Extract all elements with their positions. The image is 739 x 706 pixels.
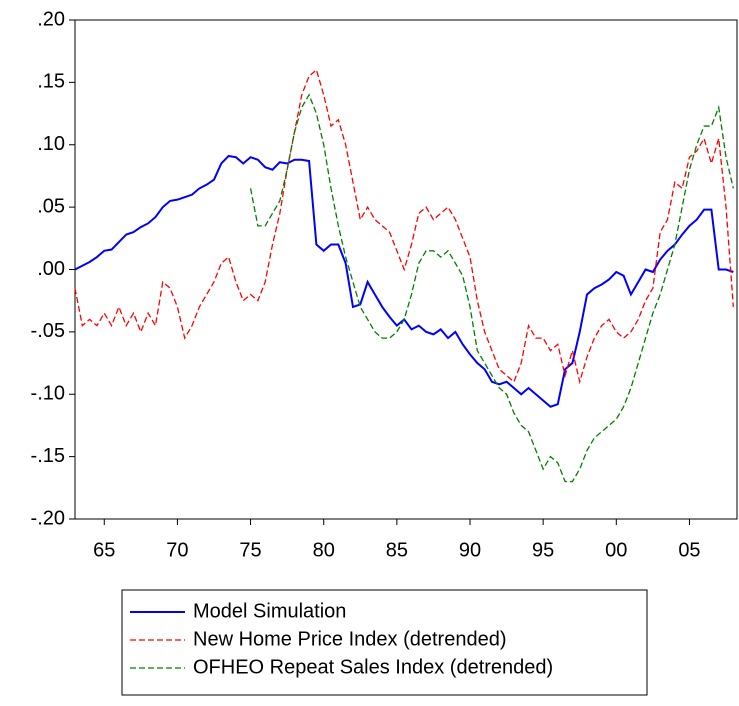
x-tick-label: 80 [313,539,335,561]
series-line [74,68,734,385]
legend-label: OFHEO Repeat Sales Index (detrended) [193,656,553,678]
y-tick-label: .05 [37,195,65,217]
plot-frame [74,19,738,520]
x-tick-label: 95 [532,539,554,561]
x-tick-label: 65 [93,539,115,561]
y-tick-label: -.10 [31,383,65,405]
x-tick-label: 00 [605,539,627,561]
y-tick-label: .10 [37,133,65,155]
y-tick-label: .15 [37,71,65,93]
y-tick-label: -.15 [31,445,65,467]
legend-box [121,589,648,696]
x-tick-label: 05 [678,539,700,561]
x-tick-label: 85 [386,539,408,561]
legend-label: Model Simulation [193,600,346,622]
series-line [249,93,734,483]
legend-label: New Home Price Index (detrended) [193,628,506,650]
y-tick-label: -.05 [31,320,65,342]
series-line [74,154,734,408]
x-tick-label: 75 [239,539,261,561]
y-tick-label: -.20 [31,507,65,529]
y-tick-label: .00 [37,258,65,280]
x-tick-label: 90 [459,539,481,561]
x-tick-label: 70 [166,539,188,561]
y-tick-label: .20 [37,8,65,30]
